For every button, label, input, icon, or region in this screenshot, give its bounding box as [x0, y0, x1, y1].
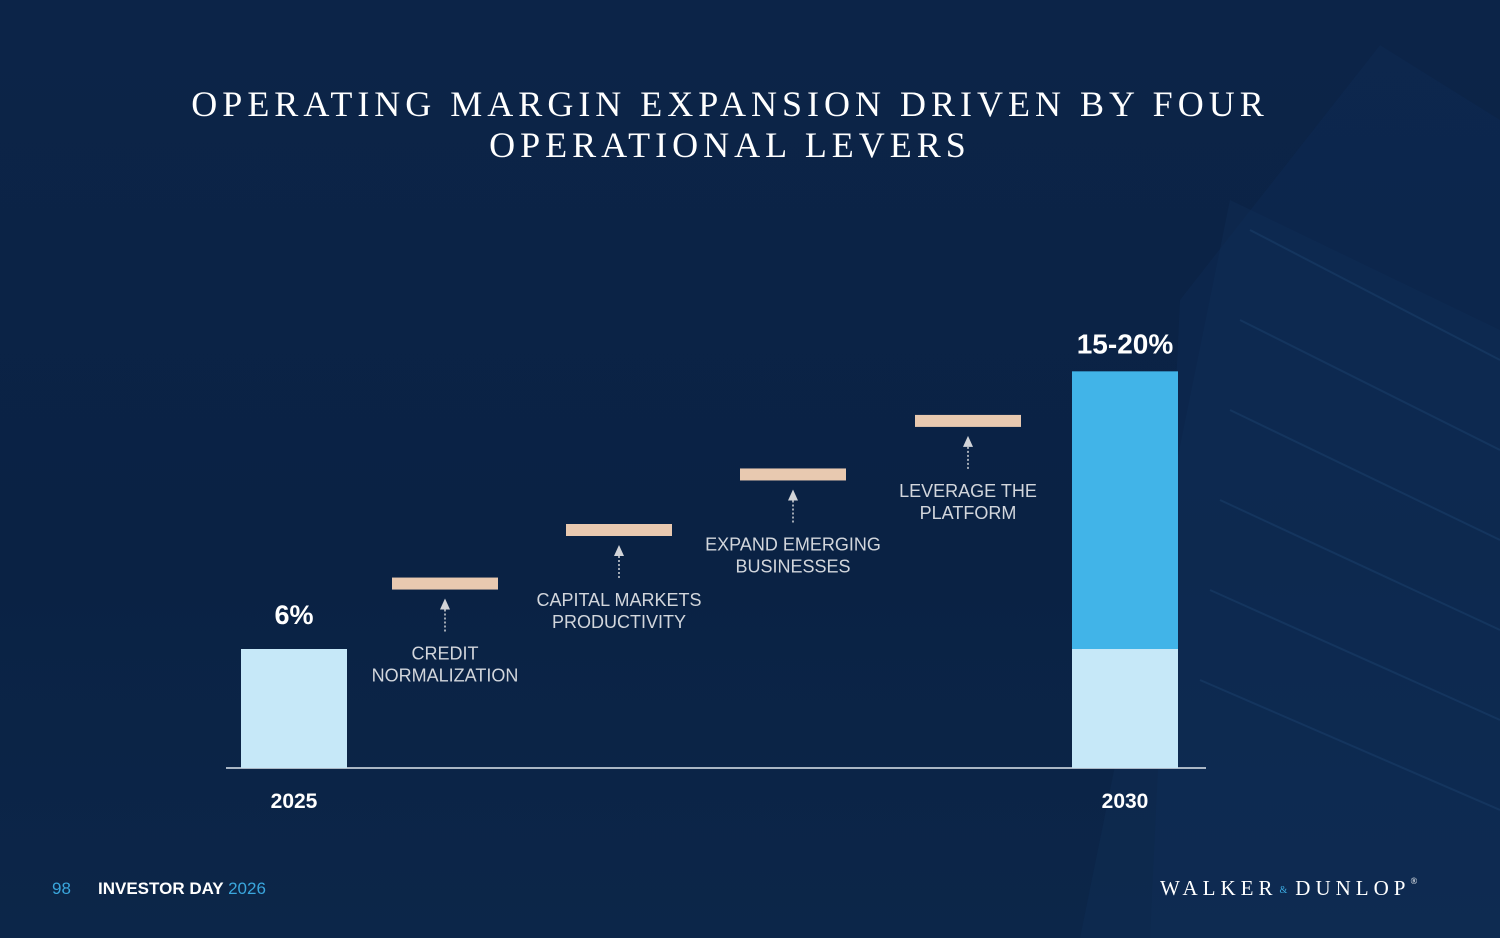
lever-step-1	[392, 577, 498, 590]
data-label-2030: 15-20%	[1077, 328, 1174, 359]
logo-registered: ®	[1410, 876, 1418, 886]
page-title: OPERATING MARGIN EXPANSION DRIVEN BY FOU…	[0, 84, 1460, 166]
x-tick-2030: 2030	[1102, 790, 1149, 813]
lever-step-3	[740, 468, 846, 481]
logo-ampersand: &	[1279, 884, 1288, 896]
lever-arrow-head-2	[614, 545, 624, 556]
lever-label-3-line-1: EXPAND EMERGING	[705, 534, 881, 554]
lever-arrow-head-4	[963, 435, 973, 447]
bar-2025	[241, 649, 347, 768]
lever-step-4	[915, 414, 1021, 427]
lever-label-4-line-2: PLATFORM	[920, 503, 1017, 523]
logo-left: WALKER	[1160, 876, 1278, 900]
lever-arrow-head-3	[788, 489, 798, 501]
lever-label-2-line-2: PRODUCTIVITY	[552, 612, 686, 632]
company-logo: WALKER & DUNLOP®	[1160, 876, 1417, 901]
title-line-1: OPERATING MARGIN EXPANSION DRIVEN BY FOU…	[191, 84, 1269, 124]
lever-label-2-line-1: CAPITAL MARKETS	[536, 590, 701, 610]
page-number: 98	[52, 879, 71, 898]
lever-label-3-line-2: BUSINESSES	[735, 556, 850, 576]
lever-label-1-line-1: CREDIT	[412, 644, 479, 664]
lever-label-4-line-1: LEVERAGE THE	[899, 481, 1037, 501]
lever-step-2	[566, 524, 672, 536]
lever-label-1-line-2: NORMALIZATION	[372, 666, 519, 686]
event-label: INVESTOR DAY	[98, 879, 224, 898]
logo-right: DUNLOP	[1295, 876, 1411, 900]
title-line-2: OPERATIONAL LEVERS	[489, 125, 971, 165]
lever-arrow-head-1	[440, 598, 450, 610]
bar-2030-base	[1072, 649, 1178, 768]
event-year: 2026	[228, 879, 266, 898]
data-label-2025: 6%	[274, 600, 313, 630]
bar-2030-expansion	[1072, 371, 1178, 649]
event-name: INVESTOR DAY 2026	[98, 879, 266, 899]
x-tick-2025: 2025	[271, 790, 318, 813]
